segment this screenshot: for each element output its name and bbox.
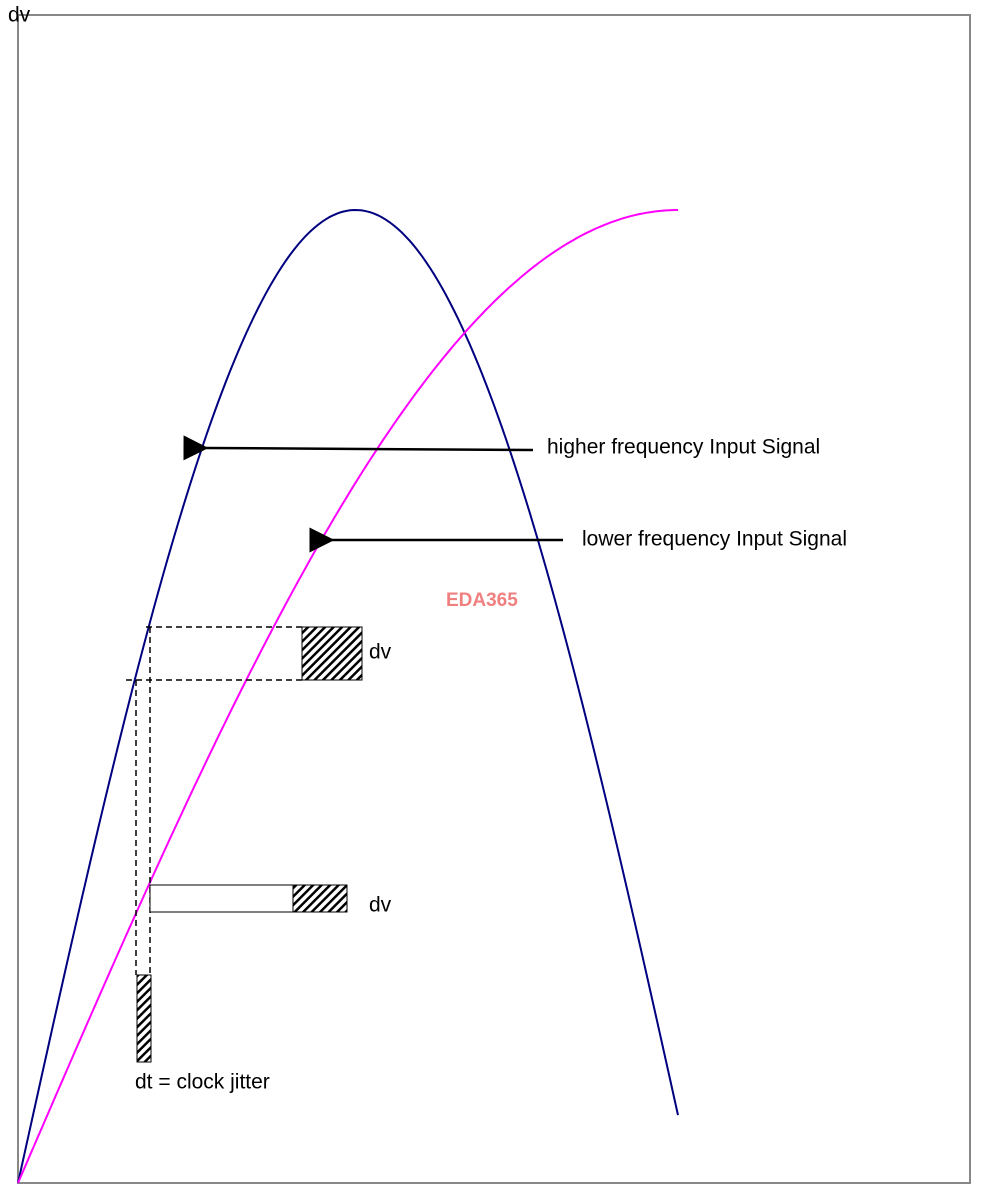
dt-box	[136, 974, 152, 1063]
dv-box	[292, 884, 348, 913]
frame	[17, 14, 971, 1184]
annotation: dv	[369, 641, 392, 664]
watermark: EDA365	[446, 590, 518, 611]
annotation: dv	[369, 894, 392, 917]
annotation: dt = clock jitter	[135, 1071, 270, 1094]
dashed-guides	[126, 626, 302, 975]
axis-label: dv	[8, 4, 31, 27]
bar	[149, 884, 294, 913]
curve-label: higher frequency Input Signal	[547, 436, 820, 459]
dv-box	[301, 626, 363, 681]
high-freq-curve	[17, 208, 679, 1184]
low-freq-curve	[17, 209, 678, 1184]
curve-label: lower frequency Input Signal	[582, 528, 847, 551]
arrow	[183, 435, 534, 461]
